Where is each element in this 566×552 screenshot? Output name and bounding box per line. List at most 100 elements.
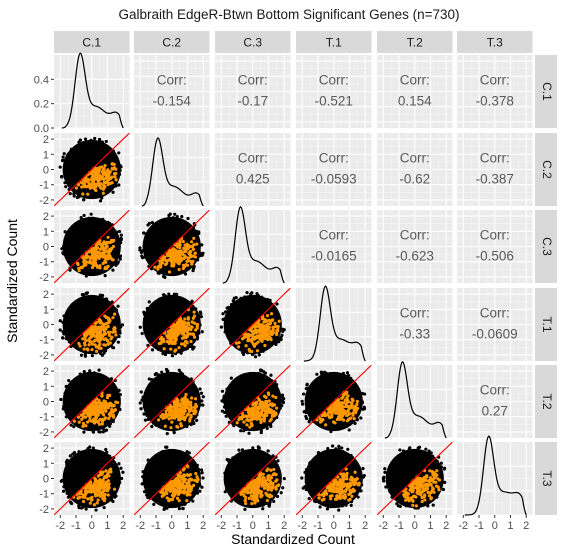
- background-point: [116, 467, 120, 471]
- background-point: [70, 380, 75, 384]
- highlight-point: [266, 494, 270, 498]
- background-point: [62, 404, 66, 409]
- background-point: [67, 379, 71, 383]
- highlight-point: [240, 337, 245, 341]
- highlight-point: [432, 480, 436, 484]
- background-point: [304, 387, 308, 391]
- highlight-point: [82, 182, 87, 186]
- background-point: [304, 416, 309, 421]
- highlight-point: [87, 405, 91, 409]
- background-point: [225, 399, 229, 403]
- highlight-point: [89, 328, 93, 332]
- background-point: [250, 426, 255, 430]
- column-strip-label: T.2: [407, 36, 423, 50]
- background-point: [147, 334, 151, 338]
- highlight-point: [268, 478, 272, 482]
- background-point: [431, 503, 435, 507]
- background-point: [84, 141, 88, 145]
- highlight-point: [169, 347, 173, 351]
- highlight-point: [88, 501, 92, 505]
- highlight-point: [87, 182, 91, 187]
- highlight-point: [170, 497, 175, 502]
- background-point: [98, 293, 102, 297]
- highlight-point: [263, 413, 267, 417]
- background-point: [200, 485, 204, 489]
- scatter-panel: [134, 442, 210, 515]
- highlight-point: [171, 494, 176, 499]
- scatter-panel: [215, 442, 291, 515]
- background-point: [196, 255, 200, 259]
- background-point: [331, 444, 335, 448]
- background-point: [225, 480, 229, 484]
- highlight-point: [189, 413, 193, 417]
- column-strip: [377, 31, 453, 53]
- highlight-point: [102, 322, 106, 326]
- background-point: [111, 190, 115, 194]
- highlight-point: [160, 339, 164, 344]
- highlight-point: [345, 482, 349, 486]
- highlight-point: [262, 394, 267, 398]
- reference-line: [377, 442, 453, 515]
- column-strip: [215, 31, 291, 53]
- highlight-point: [411, 480, 416, 485]
- highlight-point: [254, 490, 258, 495]
- background-point: [185, 424, 189, 429]
- background-point: [349, 453, 353, 458]
- highlight-point: [106, 182, 111, 186]
- highlight-point: [103, 484, 107, 488]
- background-point: [77, 450, 81, 454]
- background-point: [83, 354, 88, 358]
- highlight-point: [192, 405, 197, 410]
- background-point: [273, 310, 277, 314]
- background-point: [172, 372, 176, 376]
- background-point: [74, 267, 78, 271]
- background-point: [192, 264, 196, 269]
- background-point: [62, 152, 66, 156]
- background-point: [341, 452, 345, 456]
- background-point: [64, 396, 68, 400]
- background-point: [356, 495, 360, 499]
- background-point: [272, 489, 277, 494]
- highlight-point: [339, 413, 343, 417]
- background-point: [398, 455, 402, 459]
- background-point: [82, 430, 86, 434]
- highlight-point: [101, 489, 105, 493]
- background-point: [340, 504, 344, 508]
- highlight-point: [107, 416, 111, 421]
- highlight-point: [320, 413, 324, 418]
- background-point: [273, 386, 277, 391]
- highlight-point: [183, 249, 187, 254]
- highlight-point: [96, 480, 100, 484]
- background-point: [357, 486, 362, 490]
- background-point: [222, 405, 227, 409]
- highlight-point: [164, 405, 169, 410]
- background-point: [243, 297, 247, 301]
- background-point: [224, 310, 228, 314]
- highlight-point: [259, 412, 263, 416]
- background-point: [241, 452, 245, 456]
- highlight-point: [275, 328, 279, 333]
- highlight-point: [245, 418, 249, 422]
- background-point: [101, 430, 105, 434]
- highlight-point: [241, 414, 245, 418]
- panel-grid: [457, 365, 533, 438]
- highlight-point: [96, 474, 100, 478]
- background-point: [195, 258, 200, 262]
- highlight-point: [86, 486, 90, 490]
- background-point: [274, 466, 278, 470]
- background-point: [182, 300, 186, 305]
- highlight-point: [340, 489, 344, 493]
- highlight-point: [173, 483, 177, 487]
- highlight-point: [336, 475, 340, 479]
- highlight-point: [186, 489, 190, 493]
- background-point: [256, 445, 260, 449]
- background-point: [355, 418, 359, 422]
- highlight-point: [72, 419, 77, 423]
- background-point: [222, 394, 226, 398]
- highlight-point: [346, 408, 350, 412]
- panel-grid: [377, 365, 453, 439]
- background-point: [349, 376, 353, 380]
- highlight-point: [85, 420, 90, 424]
- background-point: [194, 307, 198, 311]
- highlight-point: [338, 416, 342, 420]
